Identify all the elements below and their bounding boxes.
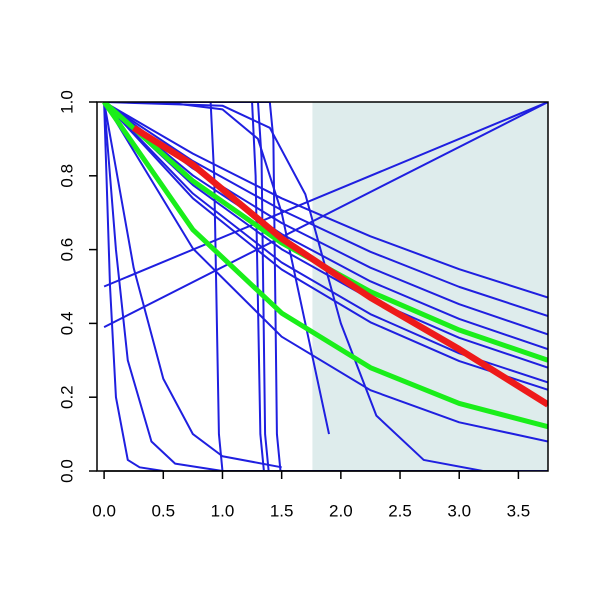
line: [104, 102, 548, 471]
x-tick-label: 2.0: [329, 501, 353, 520]
y-tick-label: 0.2: [57, 385, 76, 409]
y-tick-label: 0.8: [57, 164, 76, 188]
x-tick-label: 3.0: [447, 501, 471, 520]
line: [103, 102, 164, 471]
line: [103, 102, 548, 391]
y-tick-label: 0.6: [57, 238, 76, 262]
x-tick-label: 1.0: [211, 501, 235, 520]
x-tick-label: 2.5: [388, 501, 412, 520]
x-tick-label: 0.5: [151, 501, 175, 520]
y-tick-label: 0.4: [57, 312, 76, 336]
line: [103, 102, 548, 328]
line: [103, 102, 548, 299]
x-tick-label: 1.5: [270, 501, 294, 520]
line: [103, 102, 548, 443]
line: [131, 125, 548, 408]
line: [104, 102, 548, 471]
y-tick-label: 1.0: [57, 90, 76, 114]
x-tick-label: 0.0: [92, 501, 116, 520]
line: [104, 102, 548, 471]
line: [103, 102, 548, 317]
line: [104, 102, 484, 471]
line: [103, 102, 548, 288]
line: [103, 102, 282, 469]
line: [104, 102, 330, 435]
y-tick-label: 0.0: [57, 459, 76, 483]
line: [103, 102, 548, 369]
plot-area: [102, 102, 548, 471]
line: [103, 102, 548, 351]
x-tick-label: 3.5: [507, 501, 531, 520]
line: [102, 102, 548, 430]
line: [103, 102, 223, 471]
